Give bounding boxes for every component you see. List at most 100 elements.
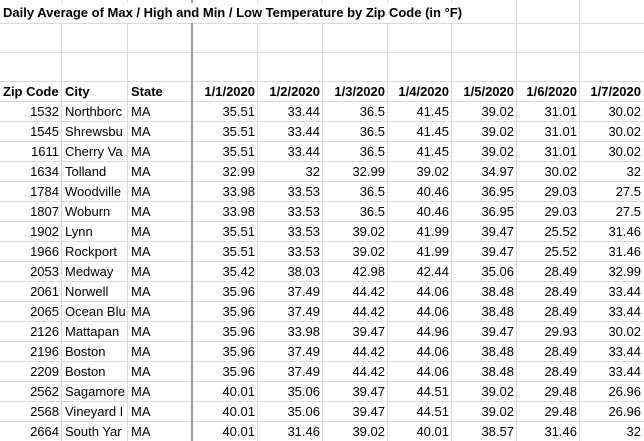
table-cell: 32.99	[222, 164, 255, 179]
grid-line	[257, 0, 258, 441]
table-cell: 39.02	[416, 164, 449, 179]
table-cell: 44.96	[416, 324, 449, 339]
grid-line	[322, 0, 323, 441]
table-cell: 33.98	[222, 184, 255, 199]
table-cell: MA	[131, 364, 151, 379]
table-cell: 33.44	[608, 304, 641, 319]
grid-line	[61, 0, 62, 441]
table-cell: 33.44	[608, 284, 641, 299]
table-cell: 41.99	[416, 224, 449, 239]
table-cell: MA	[131, 224, 151, 239]
table-cell: 39.47	[352, 404, 385, 419]
table-cell: 34.97	[481, 164, 514, 179]
table-cell: 38.03	[287, 264, 320, 279]
table-cell: MA	[131, 424, 151, 439]
table-cell: 35.96	[222, 364, 255, 379]
table-cell: 40.01	[222, 384, 255, 399]
table-cell: 36.5	[359, 144, 385, 159]
table-cell: 39.47	[481, 244, 514, 259]
table-cell: 44.06	[416, 364, 449, 379]
grid-line	[127, 0, 128, 441]
table-cell: 30.02	[608, 324, 641, 339]
table-cell: 38.48	[481, 304, 514, 319]
table-cell: 29.48	[544, 384, 577, 399]
table-cell: 29.93	[544, 324, 577, 339]
table-cell: 42.98	[352, 264, 385, 279]
table-cell: 40.01	[222, 424, 255, 439]
table-cell: 32	[626, 424, 641, 439]
table-cell: 32.99	[352, 164, 385, 179]
table-cell: 35.96	[222, 284, 255, 299]
table-cell: MA	[131, 204, 151, 219]
table-cell: 38.57	[481, 424, 514, 439]
table-cell: 33.53	[287, 224, 320, 239]
table-cell: 35.06	[287, 384, 320, 399]
table-cell: 31.01	[544, 144, 577, 159]
grid-line	[516, 0, 517, 441]
table-cell: 2664	[30, 424, 59, 439]
table-cell: 38.48	[481, 284, 514, 299]
table-cell: 37.49	[287, 364, 320, 379]
table-cell: 35.96	[222, 344, 255, 359]
table-cell: MA	[131, 404, 151, 419]
table-cell: Ocean Blu	[65, 304, 126, 319]
table-cell: 33.98	[287, 324, 320, 339]
table-cell: 44.06	[416, 344, 449, 359]
table-cell: 26.96	[608, 404, 641, 419]
table-cell: 33.98	[222, 204, 255, 219]
table-cell: 33.44	[608, 364, 641, 379]
table-cell: MA	[131, 284, 151, 299]
table-cell: MA	[131, 184, 151, 199]
table-cell: 44.42	[352, 344, 385, 359]
table-cell: 39.02	[481, 144, 514, 159]
table-cell: 41.99	[416, 244, 449, 259]
table-cell: 35.06	[481, 264, 514, 279]
table-cell: 35.51	[222, 244, 255, 259]
table-cell: 2053	[30, 264, 59, 279]
table-cell: 44.06	[416, 284, 449, 299]
table-cell: 35.51	[222, 104, 255, 119]
table-cell: 44.51	[416, 404, 449, 419]
table-cell: 35.96	[222, 304, 255, 319]
table-cell: 31.01	[544, 124, 577, 139]
table-cell: 1532	[30, 104, 59, 119]
table-cell: 36.5	[359, 104, 385, 119]
column-header: 1/1/2020	[204, 84, 255, 99]
table-cell: 36.95	[481, 184, 514, 199]
table-cell: 27.5	[615, 184, 641, 199]
table-cell: Lynn	[65, 224, 93, 239]
table-cell: 28.49	[544, 364, 577, 379]
table-cell: Tolland	[65, 164, 107, 179]
table-cell: 25.52	[544, 224, 577, 239]
table-cell: 35.06	[287, 404, 320, 419]
table-cell: Vineyard I	[65, 404, 124, 419]
table-cell: 37.49	[287, 344, 320, 359]
table-cell: 33.44	[608, 344, 641, 359]
table-cell: 28.49	[544, 284, 577, 299]
table-cell: Norwell	[65, 284, 109, 299]
column-header: Zip Code	[3, 84, 59, 99]
table-cell: 2568	[30, 404, 59, 419]
table-cell: 1545	[30, 124, 59, 139]
table-cell: Rockport	[65, 244, 118, 259]
table-cell: 33.53	[287, 244, 320, 259]
table-cell: 1902	[30, 224, 59, 239]
table-cell: 40.46	[416, 184, 449, 199]
table-cell: 2065	[30, 304, 59, 319]
table-cell: MA	[131, 104, 151, 119]
table-cell: MA	[131, 244, 151, 259]
table-cell: 30.02	[608, 124, 641, 139]
table-cell: 41.45	[416, 124, 449, 139]
table-cell: 39.02	[481, 404, 514, 419]
table-cell: MA	[131, 384, 151, 399]
table-cell: 39.02	[481, 124, 514, 139]
table-cell: 29.03	[544, 184, 577, 199]
table-cell: 44.42	[352, 364, 385, 379]
table-cell: 37.49	[287, 304, 320, 319]
table-cell: 41.45	[416, 104, 449, 119]
table-cell: 44.06	[416, 304, 449, 319]
table-cell: MA	[131, 124, 151, 139]
table-cell: 1807	[30, 204, 59, 219]
table-cell: 28.49	[544, 264, 577, 279]
table-cell: South Yar	[65, 424, 122, 439]
